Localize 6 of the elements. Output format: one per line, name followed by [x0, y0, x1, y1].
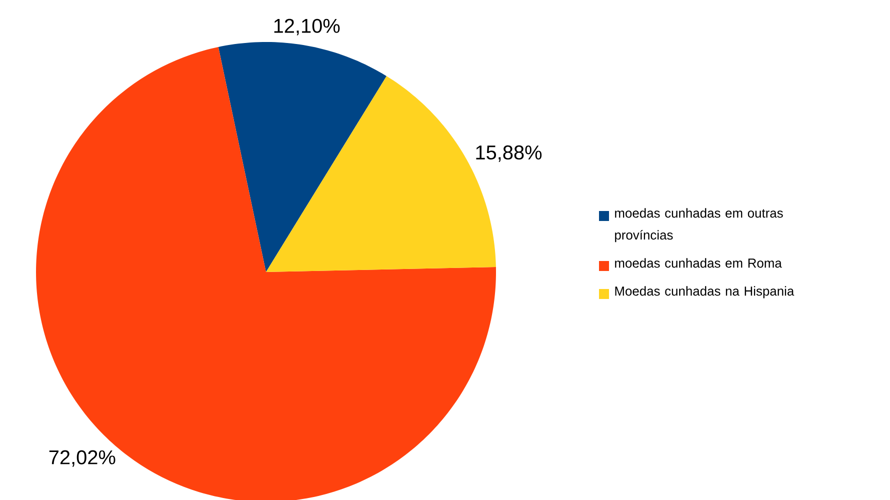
- legend-label: moedas cunhadas em outras províncias: [615, 208, 783, 242]
- legend-label: Moedas cunhadas na Hispania: [615, 286, 794, 298]
- legend-label: moedas cunhadas em Roma: [615, 258, 782, 268]
- data-label: 72,02%: [49, 450, 116, 467]
- data-label: 12,10%: [274, 18, 340, 36]
- data-label: 15,88%: [476, 145, 542, 162]
